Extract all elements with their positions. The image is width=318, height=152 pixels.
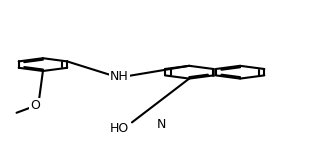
Text: NH: NH [110,70,128,83]
Text: HO: HO [110,122,129,135]
Text: O: O [30,99,40,112]
Text: N: N [157,118,166,131]
